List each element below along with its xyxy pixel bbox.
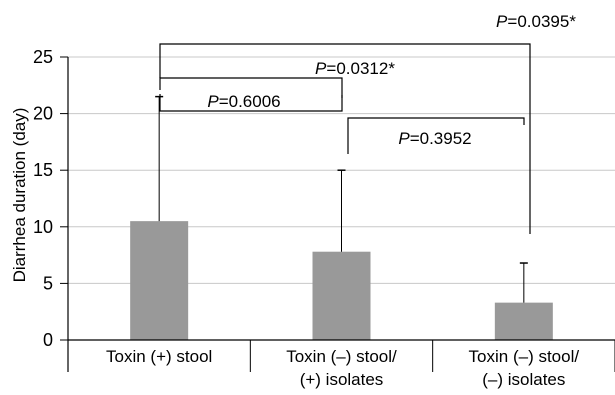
y-tick-label: 5 xyxy=(43,273,53,293)
y-tick-labels: 0 5 10 15 20 25 xyxy=(33,47,53,350)
bars xyxy=(130,221,553,340)
p-symbol: P xyxy=(315,59,327,78)
p-value: =0.0312* xyxy=(326,59,395,78)
y-axis-label: Diarrhea duration (day) xyxy=(10,108,29,283)
p-value: =0.6006 xyxy=(219,92,281,111)
bar xyxy=(494,302,553,340)
y-tick-label: 25 xyxy=(33,47,53,67)
p-value-label: P=0.6006 xyxy=(207,92,280,111)
axes xyxy=(60,56,615,372)
p-value: =0.3952 xyxy=(410,129,472,148)
error-bars xyxy=(155,95,528,303)
significance-bracket xyxy=(159,77,343,98)
significance-bracket xyxy=(159,43,531,234)
y-tick-label: 20 xyxy=(33,104,53,124)
p-symbol: P xyxy=(207,92,219,111)
category-label: Toxin (+) stool xyxy=(106,347,212,366)
bar xyxy=(130,221,189,340)
p-value-label: P=0.0395* xyxy=(496,12,576,31)
category-labels: Toxin (+) stool Toxin (–) stool/ (+) isola… xyxy=(106,347,579,389)
y-tick-label: 0 xyxy=(43,330,53,350)
p-value-label: P=0.3952 xyxy=(398,129,471,148)
significance-bracket xyxy=(347,117,525,154)
p-symbol: P xyxy=(496,12,508,31)
category-label: Toxin (–) stool/ xyxy=(469,347,580,366)
y-tick-label: 10 xyxy=(33,217,53,237)
bar xyxy=(312,251,371,340)
significance-bracket xyxy=(159,94,343,112)
p-value-label: P=0.0312* xyxy=(315,59,395,78)
category-label: (+) isolates xyxy=(300,370,384,389)
p-symbol: P xyxy=(398,129,410,148)
p-value: =0.0395* xyxy=(507,12,576,31)
category-label: (–) isolates xyxy=(482,370,565,389)
y-tick-label: 15 xyxy=(33,160,53,180)
category-label: Toxin (–) stool/ xyxy=(286,347,397,366)
